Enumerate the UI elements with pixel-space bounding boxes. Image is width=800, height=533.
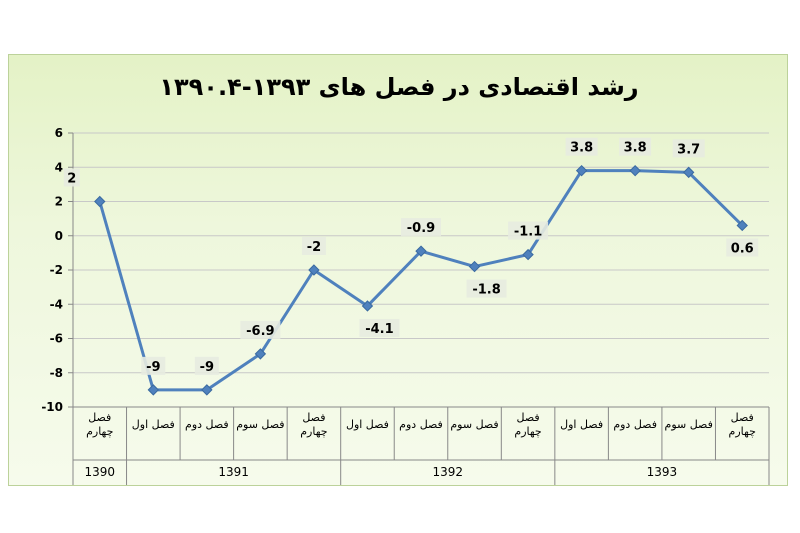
data-point-marker — [415, 245, 427, 257]
x-category-label: فصل دوم — [399, 418, 443, 431]
x-category-label: چهارم — [514, 425, 541, 438]
y-tick-label: -10 — [41, 400, 63, 414]
data-point-marker — [94, 195, 106, 208]
data-label-bg — [141, 356, 166, 375]
axes — [68, 132, 770, 485]
y-tick-label: 4 — [55, 160, 63, 174]
x-category-label: فصل — [731, 411, 754, 424]
y-tick-label: -8 — [50, 366, 63, 380]
data-label: -9 — [146, 360, 160, 375]
x-category-label: چهارم — [729, 425, 756, 438]
data-label-bg — [359, 318, 400, 337]
x-category-label: فصل سوم — [665, 418, 713, 431]
chart-title: رشد اقتصادی در فصل های ۱۳۹۳-۱۳۹۰.۴ — [159, 73, 638, 101]
y-axis-ticks: -10 -8 -6 -4 -2 0 2 4 6 — [41, 126, 63, 414]
data-label-bg — [619, 137, 652, 156]
data-label: 0.6 — [731, 241, 754, 256]
data-label-bg — [726, 238, 759, 257]
x-category-label: فصل سوم — [450, 418, 498, 431]
data-point-marker — [682, 166, 695, 179]
y-tick-label: -6 — [50, 332, 63, 346]
x-category-label: فصل دوم — [613, 418, 657, 431]
data-label: 3.7 — [677, 142, 700, 157]
y-tick-label: -4 — [50, 297, 63, 311]
data-point-marker — [147, 384, 160, 396]
data-label-bg — [240, 320, 281, 339]
series-growth — [94, 164, 748, 396]
x-category-label: فصل اول — [560, 418, 603, 431]
y-tick-label: -2 — [50, 263, 63, 277]
x-category-label: فصل — [517, 411, 540, 424]
data-point-marker — [254, 348, 267, 360]
y-tick-label: 6 — [55, 126, 63, 140]
data-label-bg — [301, 237, 326, 255]
grid-lines — [73, 132, 769, 408]
x-category-label: فصل سوم — [236, 418, 284, 431]
x-category-label: فصل — [88, 411, 111, 424]
data-label-bg — [63, 168, 80, 187]
data-label: 3.8 — [570, 141, 593, 156]
x-category-label: فصل اول — [346, 418, 389, 431]
x-category-label: فصل دوم — [185, 418, 229, 431]
x-group-label: 1390 — [84, 465, 115, 479]
data-point-marker — [629, 164, 641, 177]
chart-frame: رشد اقتصادی در فصل های ۱۳۹۳-۱۳۹۰.۴ -10 -8… — [8, 54, 788, 486]
data-point-marker — [361, 300, 374, 312]
data-label: -4.1 — [365, 322, 393, 337]
data-labels: 2 -9 -9 -6.9 -2 -4.1 -0.9 -1.8 -1.1 3.8 3.8 3.7 0.6 — [63, 137, 759, 375]
data-label: -1.1 — [514, 225, 542, 240]
x-group-label: 1393 — [647, 465, 678, 479]
data-label-bg — [565, 137, 598, 156]
data-point-marker — [736, 219, 748, 232]
data-label-bg — [672, 139, 705, 158]
data-label-bg — [401, 218, 441, 237]
y-tick-label: 2 — [55, 195, 63, 209]
data-label: -6.9 — [246, 324, 274, 339]
data-point-marker — [468, 260, 481, 273]
x-group-label: 1392 — [432, 465, 463, 479]
x-group-label: 1391 — [218, 465, 249, 479]
data-point-marker — [308, 264, 320, 276]
x-category-label: فصل — [302, 411, 325, 424]
line-chart: رشد اقتصادی در فصل های ۱۳۹۳-۱۳۹۰.۴ -10 -8… — [41, 73, 770, 485]
data-point-marker — [201, 384, 213, 396]
data-label-bg — [466, 279, 507, 298]
data-label: -1.8 — [472, 283, 500, 298]
data-label: -0.9 — [407, 221, 435, 236]
x-category-label: چهارم — [86, 425, 113, 438]
data-point-marker — [522, 248, 534, 261]
data-label: 2 — [67, 172, 76, 187]
data-label: -2 — [307, 240, 321, 255]
data-point-marker — [575, 164, 588, 177]
data-label-bg — [508, 221, 549, 240]
x-category-label: فصل اول — [132, 418, 175, 431]
data-label: -9 — [200, 360, 214, 375]
x-category-label: چهارم — [300, 425, 327, 438]
data-label: 3.8 — [624, 141, 647, 156]
y-tick-label: 0 — [55, 229, 63, 243]
data-label-bg — [194, 356, 219, 375]
